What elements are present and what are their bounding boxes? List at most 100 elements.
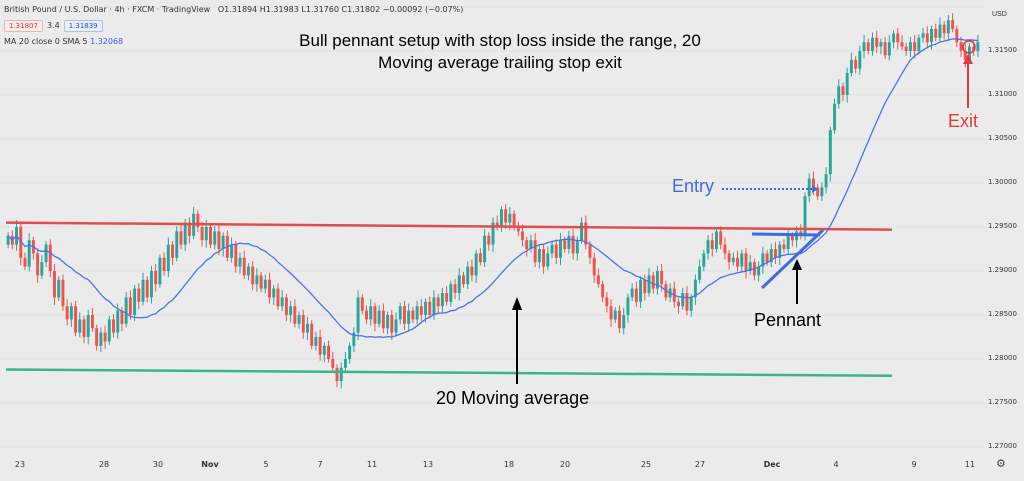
candle-body (373, 306, 377, 324)
candle-body (268, 279, 272, 298)
candle-body (677, 301, 680, 307)
candle-body (348, 345, 352, 359)
candle-body (879, 42, 883, 47)
candle-body (293, 306, 297, 324)
candle-body (276, 288, 280, 307)
candle-body (748, 262, 752, 271)
candle-body (495, 222, 499, 227)
candle-body (533, 240, 537, 263)
candle-body (744, 253, 748, 271)
candle-body (381, 310, 385, 329)
candle-body (529, 240, 533, 249)
candle-body (871, 37, 874, 51)
candle-body (112, 319, 115, 333)
spread-value: 3.4 (46, 21, 60, 30)
candle-body (849, 59, 853, 73)
candle-body (833, 103, 837, 131)
pennant-lower-line (760, 228, 825, 290)
candle-body (470, 266, 474, 276)
candle-body (959, 42, 963, 51)
exit-arrowhead (963, 54, 973, 64)
candle-body (436, 297, 440, 307)
candle-body (154, 271, 158, 285)
candle-body (807, 178, 811, 197)
x-tick-label: 4 (833, 460, 839, 469)
candle-body (78, 319, 82, 333)
y-tick-label: 1.29000 (988, 266, 1017, 274)
entry-label: Entry (672, 176, 715, 196)
resistance-line (5, 221, 893, 231)
candle-body (723, 244, 727, 254)
candle-body (887, 42, 891, 56)
candle-body (297, 315, 301, 324)
candle-body (571, 235, 575, 254)
candle-body (955, 29, 959, 43)
ohlc-readout: O1.31894 H1.31983 L1.31760 C1.31802 −0.0… (217, 5, 464, 14)
candle-body (242, 257, 246, 276)
candle-body (542, 249, 546, 267)
candle-body (99, 332, 103, 346)
candle-body (133, 288, 137, 315)
candle-body (896, 33, 900, 43)
y-tick-label: 1.30500 (988, 134, 1017, 142)
candle-body (618, 310, 621, 329)
candle-body (394, 319, 398, 333)
candle-body (689, 297, 693, 311)
candle-body (925, 33, 929, 43)
candle-body (415, 306, 419, 320)
buy-price-badge[interactable]: 1.31839 (63, 20, 103, 32)
symbol-title[interactable]: British Pound / U.S. Dollar · 4h · FXCM … (4, 5, 211, 14)
y-tick-label: 1.27500 (988, 398, 1017, 406)
candle-body (521, 231, 524, 241)
sell-price-badge[interactable]: 1.31807 (4, 20, 43, 32)
y-tick-label: 1.30000 (988, 178, 1017, 186)
gear-icon[interactable]: ⚙ (996, 458, 1006, 470)
candle-body (57, 279, 61, 298)
currency-label: USD (992, 11, 1007, 18)
candle-body (327, 345, 331, 359)
candle-body (90, 315, 94, 329)
x-tick-label: 23 (14, 460, 26, 469)
exit-circle (962, 40, 976, 54)
candle-body (175, 231, 179, 258)
candle-body (972, 46, 976, 51)
candle-body (478, 253, 482, 263)
candle-body (255, 275, 259, 285)
candle-body (731, 257, 735, 263)
candle-body (162, 257, 166, 271)
pennant-lines (751, 228, 825, 290)
candle-body (820, 187, 824, 197)
x-tick-label: Nov (201, 460, 219, 469)
candles (6, 13, 980, 389)
title-line-1: Bull pennant setup with stop loss inside… (299, 31, 701, 50)
candle-body (622, 315, 626, 329)
candle-body (48, 244, 52, 271)
pennant-upper-line (751, 232, 821, 237)
candle-body (892, 33, 896, 43)
candle-body (719, 231, 723, 245)
candle-body (951, 20, 955, 29)
pennant-label: Pennant (754, 310, 822, 330)
candle-body (702, 253, 706, 267)
price-badges: 1.31807 3.4 1.31839 (4, 20, 107, 32)
candle-body (946, 20, 950, 34)
candle-body (681, 293, 685, 307)
candle-body (866, 42, 870, 51)
x-tick-label: 13 (422, 460, 434, 469)
candle-body (44, 244, 48, 263)
candle-body (356, 297, 360, 333)
candle-body (558, 240, 562, 258)
candle-body (908, 42, 912, 51)
candle-body (580, 222, 584, 241)
candle-body (331, 359, 335, 368)
y-tick-label: 1.28000 (988, 354, 1017, 362)
candle-body (706, 240, 710, 254)
candle-body (259, 275, 263, 289)
candle-body (314, 337, 318, 346)
candle-body (120, 310, 124, 324)
ma-legend-label[interactable]: MA 20 close 0 SMA 5 (4, 37, 88, 46)
candle-body (740, 253, 744, 267)
chart-title: Bull pennant setup with stop loss inside… (250, 30, 750, 74)
x-tick-label: 9 (911, 460, 917, 469)
candle-body (782, 244, 786, 249)
